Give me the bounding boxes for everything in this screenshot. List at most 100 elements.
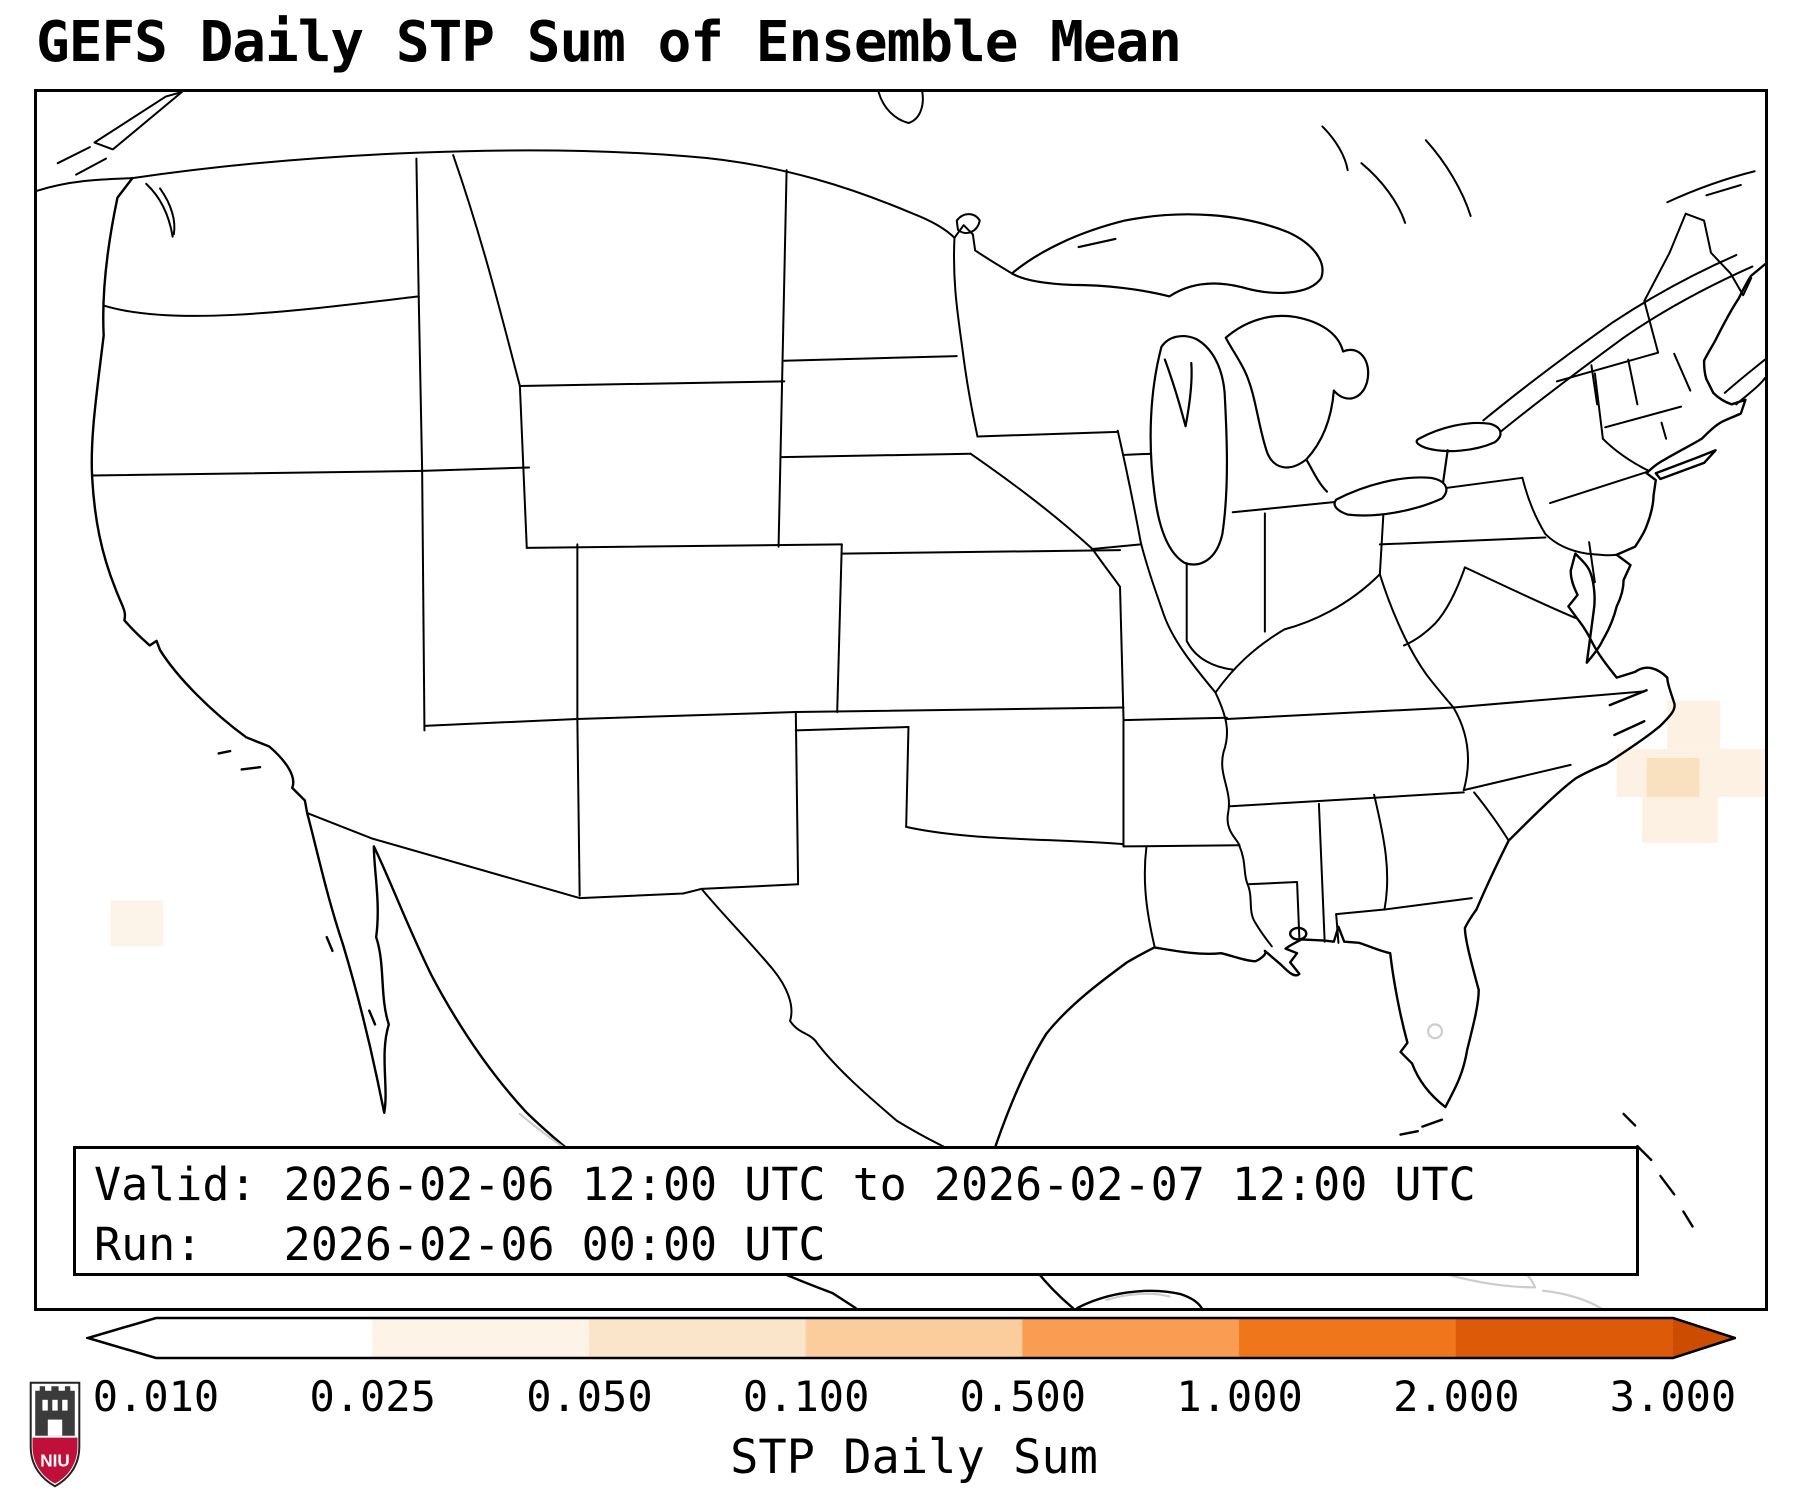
albemarle-sound-shore xyxy=(1610,690,1647,705)
bahamas-islands xyxy=(1683,1212,1692,1227)
state-border-line xyxy=(92,467,529,475)
stp-data-patch xyxy=(1646,757,1700,798)
state-border-line xyxy=(779,170,787,547)
colorbar-tick-label: 0.500 xyxy=(959,1372,1087,1421)
colorbar-tick-label: 0.100 xyxy=(742,1372,870,1421)
colorbar-segment xyxy=(805,1318,1024,1358)
colorbar xyxy=(86,1316,1736,1360)
anticosti-island xyxy=(1706,185,1740,195)
green-bay xyxy=(1165,360,1186,427)
state-border-line xyxy=(1550,472,1647,503)
map-canvas: Valid: 2026-02-06 12:00 UTC to 2026-02-0… xyxy=(34,89,1768,1311)
colorbar-label: STP Daily Sum xyxy=(730,1430,1098,1485)
stp-data-patches xyxy=(110,700,1765,947)
state-border-line xyxy=(837,544,842,712)
us-canada-border xyxy=(132,150,1012,273)
coastal-inlet xyxy=(58,147,90,163)
colorbar-tick-label: 0.010 xyxy=(92,1372,220,1421)
state-border-line xyxy=(1605,407,1681,428)
colorbar-tick-label: 0.025 xyxy=(309,1372,436,1421)
lake-okeechobee xyxy=(1428,1024,1442,1038)
state-border-line xyxy=(1384,898,1471,909)
niagara-river xyxy=(1443,450,1448,482)
lake-of-the-woods xyxy=(957,214,980,233)
logo-castle-window xyxy=(42,1399,48,1411)
logo-castle-icon xyxy=(35,1386,75,1436)
lake-huron xyxy=(1226,316,1368,468)
stp-data-patch xyxy=(1667,700,1721,749)
state-border-line xyxy=(416,159,418,297)
state-border-line xyxy=(702,884,799,889)
state-border-line xyxy=(1319,804,1325,942)
colorbar-segment xyxy=(1022,1318,1241,1358)
state-border-line xyxy=(1187,564,1233,670)
state-border-line xyxy=(1227,691,1644,719)
logo-text: NIU xyxy=(40,1451,69,1470)
florida-keys xyxy=(1422,1120,1442,1127)
border-45n xyxy=(1557,353,1658,382)
yucatan-lagoon xyxy=(1106,1294,1169,1300)
state-border-line xyxy=(1233,502,1336,512)
state-border-line xyxy=(520,386,527,548)
page-title: GEFS Daily STP Sum of Ensemble Mean xyxy=(36,10,1182,75)
lake-winnipeg xyxy=(879,92,923,123)
long-island xyxy=(1656,450,1716,479)
state-border-line xyxy=(1453,707,1468,790)
state-border-line xyxy=(1603,439,1649,471)
colorbar-svg xyxy=(86,1316,1736,1360)
state-border-line xyxy=(842,550,1120,553)
colorbar-segment xyxy=(588,1318,807,1358)
state-border-line xyxy=(1464,765,1571,790)
valid-time-text: Valid: 2026-02-06 12:00 UTC to 2026-02-0… xyxy=(94,1158,1476,1211)
state-border-line xyxy=(954,238,977,437)
coastal-inlet xyxy=(76,159,106,175)
state-border-line xyxy=(1380,574,1454,707)
gulf-atlantic-coastline xyxy=(989,264,1765,1165)
lake-erie xyxy=(1335,477,1447,515)
bahamas-islands xyxy=(1637,1146,1651,1160)
lake-superior xyxy=(1012,214,1323,296)
st-clair-river xyxy=(1306,459,1327,491)
state-border-line xyxy=(1145,846,1155,946)
logo-castle-window xyxy=(52,1399,58,1411)
channel-islands xyxy=(242,767,260,769)
state-border-line xyxy=(1380,538,1546,545)
lake-champlain xyxy=(1591,365,1597,404)
logo-red-band xyxy=(32,1437,78,1484)
state-border-line xyxy=(1674,354,1690,391)
colorbar-segment xyxy=(1239,1318,1457,1358)
pamlico-sound-shore xyxy=(1614,721,1644,735)
colorbar-segment xyxy=(1455,1318,1674,1358)
pacific-coastline xyxy=(92,178,307,813)
state-border-line xyxy=(1297,882,1299,938)
state-border-line xyxy=(1595,373,1603,438)
state-border-line xyxy=(1522,478,1616,555)
colorbar-over-arrow xyxy=(1673,1318,1735,1358)
coastline xyxy=(92,178,1765,1226)
state-border-line xyxy=(453,155,520,386)
puget-sound xyxy=(160,188,174,234)
state-border-line xyxy=(796,712,798,884)
state-border-line xyxy=(1120,587,1123,718)
potomac-river xyxy=(1465,567,1575,618)
lake-michigan xyxy=(1151,336,1227,564)
state-border-line xyxy=(520,381,784,386)
gulf-of-st-lawrence-shore xyxy=(1667,171,1754,202)
state-border-line xyxy=(971,454,1120,587)
run-time-text: Run: 2026-02-06 00:00 UTC xyxy=(94,1218,826,1271)
lake-ontario xyxy=(1417,423,1501,451)
bahamas-islands xyxy=(1624,1114,1635,1125)
state-border-line xyxy=(1474,792,1508,840)
state-border-line xyxy=(1589,542,1595,582)
state-border-line xyxy=(906,827,1123,844)
colorbar-tick-label: 1.000 xyxy=(1176,1372,1303,1421)
logo-castle-gate xyxy=(47,1419,63,1436)
isle-royale xyxy=(1079,239,1116,247)
maine-canada-border xyxy=(1644,214,1751,353)
state-border-line xyxy=(1336,914,1338,943)
cuba-outline xyxy=(1543,1291,1600,1308)
state-border-line xyxy=(1404,567,1465,645)
colorbar-segment xyxy=(155,1318,374,1358)
state-border-line xyxy=(1123,718,1226,720)
state-border-line xyxy=(577,719,579,896)
